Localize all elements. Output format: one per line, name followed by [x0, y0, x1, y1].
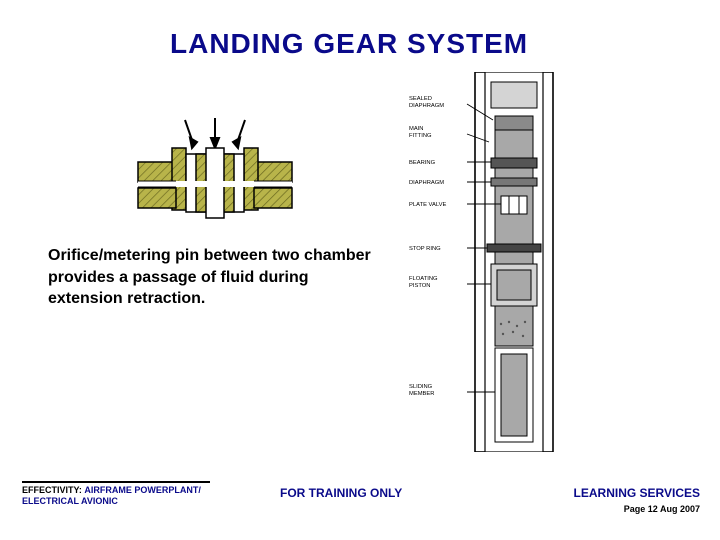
callout-label: BEARING: [409, 160, 436, 166]
callout-label: DIAPHRAGM: [409, 103, 444, 109]
callout-label: STOP RING: [409, 246, 441, 252]
effectivity-label: EFFECTIVITY:: [22, 485, 82, 495]
callout-label: FLOATING: [409, 276, 438, 282]
effectivity-value-2: ELECTRICAL AVIONIC: [22, 496, 118, 506]
body-text: Orifice/metering pin between two chamber…: [48, 245, 378, 310]
callout-label: PISTON: [409, 283, 430, 289]
callout-label: MEMBER: [409, 391, 434, 397]
orifice-diagram: [130, 118, 300, 228]
callout-label: PLATE VALVE: [409, 202, 447, 208]
strut-diagram: SEALED DIAPHRAGM MAIN FITTING BEARING DI…: [405, 72, 605, 452]
callout-label: SEALED: [409, 96, 432, 102]
callout-label: FITTING: [409, 133, 432, 139]
callout-label: DIAPHRAGM: [409, 180, 444, 186]
callout-label: SLIDING: [409, 384, 433, 390]
effectivity-value-1: AIRFRAME POWERPLANT/: [84, 485, 201, 495]
learning-services-label: LEARNING SERVICES: [574, 486, 700, 500]
for-training-label: FOR TRAINING ONLY: [280, 486, 402, 500]
footer: EFFECTIVITY: AIRFRAME POWERPLANT/ ELECTR…: [0, 475, 720, 530]
page-date: Page 12 Aug 2007: [624, 504, 700, 514]
effectivity-block: EFFECTIVITY: AIRFRAME POWERPLANT/ ELECTR…: [22, 480, 210, 508]
callout-label: MAIN: [409, 126, 424, 132]
page-title: LANDING GEAR SYSTEM: [170, 28, 528, 60]
